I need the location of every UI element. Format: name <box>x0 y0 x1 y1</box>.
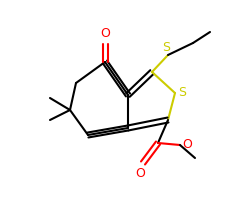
Text: O: O <box>135 167 145 180</box>
Text: S: S <box>162 41 170 54</box>
Text: O: O <box>100 27 110 40</box>
Text: S: S <box>178 86 186 99</box>
Text: O: O <box>182 138 192 150</box>
